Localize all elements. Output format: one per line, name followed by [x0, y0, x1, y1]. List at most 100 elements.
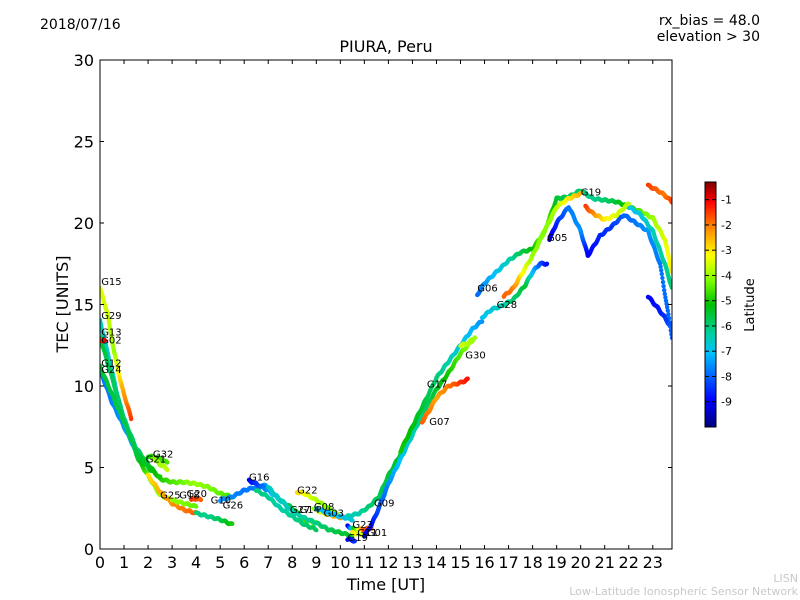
x-tick-label: 22 [619, 553, 639, 572]
x-tick-label: 12 [378, 553, 398, 572]
colorbar-tick-label: -9 [721, 396, 732, 409]
series-g_tail2 [645, 294, 672, 331]
colorbar-tick-label: -7 [721, 345, 732, 358]
series-g24 [100, 363, 163, 479]
x-tick-label: 3 [167, 553, 177, 572]
point-label-g06: G06 [477, 284, 497, 295]
data-point [465, 376, 470, 381]
point-label-g29: G29 [101, 311, 121, 322]
y-tick-label: 10 [74, 377, 94, 396]
point-label-g19-low: G19 [348, 533, 368, 544]
point-label-g02: G02 [101, 336, 121, 347]
series-g02 [100, 337, 108, 344]
series-g14 [266, 485, 355, 539]
series-layer [100, 182, 672, 544]
series-g27 [254, 488, 319, 533]
data-point [102, 338, 108, 343]
point-label-g22: G22 [297, 486, 317, 497]
y-tick-label: 25 [74, 133, 94, 152]
data-point [666, 312, 671, 317]
x-tick-label: 13 [402, 553, 422, 572]
rx-bias-text: rx_bias = 48.0 [658, 13, 760, 29]
x-tick-label: 9 [311, 553, 321, 572]
data-point [198, 497, 204, 503]
y-tick-label: 0 [84, 540, 94, 559]
data-point [659, 268, 664, 273]
x-tick-label: 0 [95, 553, 105, 572]
x-tick-label: 4 [191, 553, 201, 572]
x-tick-label: 18 [522, 553, 542, 572]
point-label-g25: G25 [160, 491, 180, 502]
x-tick-label: 7 [263, 553, 273, 572]
data-point [165, 467, 170, 473]
data-point [660, 279, 666, 285]
series-g25 [145, 472, 199, 516]
x-tick-label: 10 [330, 553, 350, 572]
point-label-g28: G28 [497, 300, 517, 311]
x-tick-label: 2 [143, 553, 153, 572]
x-tick-label: 14 [426, 553, 446, 572]
series-g22 [294, 489, 343, 519]
elevation-text: elevation > 30 [656, 29, 760, 45]
point-label-g16: G16 [249, 473, 269, 484]
data-point [350, 518, 355, 523]
colorbar-tick-label: -2 [721, 219, 732, 232]
data-point [660, 275, 665, 281]
data-point [129, 416, 134, 422]
series-g32 [150, 456, 170, 473]
data-point [661, 284, 666, 289]
point-label-g05: G05 [547, 233, 567, 244]
x-tick-label: 23 [643, 553, 663, 572]
series-g20 [189, 496, 204, 503]
point-label-g20: G20 [187, 489, 207, 500]
point-label-g24: G24 [101, 365, 121, 376]
series-g15 [100, 286, 134, 422]
point-label-g26: G26 [223, 500, 243, 511]
data-point [662, 288, 667, 293]
point-label-g30: G30 [465, 350, 485, 361]
colorbar-tick-label: -6 [721, 320, 732, 333]
point-label-g15: G15 [101, 277, 121, 288]
point-labels: G15G29G13G02G12G24G21G32G25G18G20G10G26G… [101, 187, 601, 544]
date-stamp: 2018/07/16 [40, 17, 121, 33]
x-tick-label: 16 [474, 553, 494, 572]
footer-network: Low-Latitude Ionospheric Sensor Network [569, 585, 798, 598]
x-tick-label: 5 [215, 553, 225, 572]
data-point [659, 271, 664, 277]
data-point [472, 335, 478, 340]
point-label-g09: G09 [374, 499, 394, 510]
data-point [230, 521, 235, 526]
x-tick-label: 20 [570, 553, 590, 572]
colorbar-label: Latitude [743, 278, 758, 332]
x-tick-label: 17 [498, 553, 518, 572]
x-tick-label: 11 [354, 553, 374, 572]
y-axis-ticks: 0 5 10 15 20 25 30 [74, 51, 672, 559]
point-label-g32: G32 [153, 450, 173, 461]
colorbar [704, 181, 717, 428]
x-axis-label: Time [UT] [346, 575, 425, 594]
colorbar-tick-label: -1 [721, 194, 732, 207]
point-label-g17: G17 [427, 380, 447, 391]
data-point [479, 319, 485, 324]
x-tick-label: 19 [546, 553, 566, 572]
data-point [626, 201, 631, 206]
x-tick-label: 21 [595, 553, 615, 572]
y-tick-label: 20 [74, 214, 94, 233]
point-label-g03: G03 [324, 508, 344, 519]
data-point [157, 474, 163, 479]
data-point [544, 261, 550, 266]
footer-lisn: LISN [773, 572, 798, 585]
x-tick-label: 8 [287, 553, 297, 572]
data-point [165, 460, 170, 465]
colorbar-tick-label: -5 [721, 295, 732, 308]
data-point [665, 308, 670, 313]
x-tick-label: 1 [119, 553, 129, 572]
y-tick-label: 30 [74, 51, 94, 70]
y-tick-label: 15 [74, 296, 94, 315]
series-g10 [193, 510, 235, 527]
footer: LISN Low-Latitude Ionospheric Sensor Net… [569, 572, 798, 598]
series-g_tail3 [645, 182, 672, 205]
colorbar-tick-label: -8 [721, 370, 732, 383]
colorbar-tick-label: -3 [721, 244, 732, 257]
